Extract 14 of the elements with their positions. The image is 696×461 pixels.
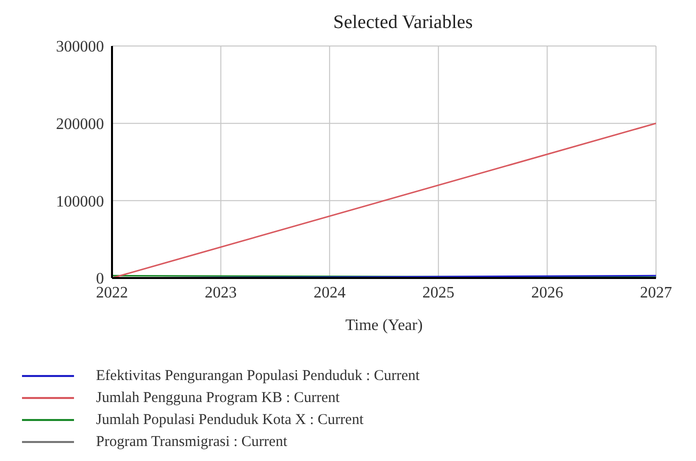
legend-label: Efektivitas Pengurangan Populasi Penduduk : Current bbox=[96, 368, 420, 384]
x-axis-title: Time (Year) bbox=[345, 317, 423, 334]
x-tick-label: 2024 bbox=[314, 284, 346, 302]
x-tick-label: 2023 bbox=[204, 284, 237, 302]
legend-label: Program Transmigrasi : Current bbox=[96, 434, 288, 450]
y-tick-label: 200000 bbox=[56, 116, 104, 134]
y-tick-label: 100000 bbox=[56, 193, 104, 210]
chart-title: Selected Variables bbox=[332, 12, 474, 34]
legend-label: Jumlah Populasi Penduduk Kota X : Current bbox=[96, 412, 364, 428]
legend-label: Jumlah Pengguna Program KB : Current bbox=[96, 390, 340, 406]
x-tick-label: 2027 bbox=[640, 284, 672, 302]
y-tick-label: 300000 bbox=[56, 38, 104, 56]
x-tick-label: 2025 bbox=[422, 284, 454, 302]
x-tick-label: 2026 bbox=[531, 284, 564, 302]
